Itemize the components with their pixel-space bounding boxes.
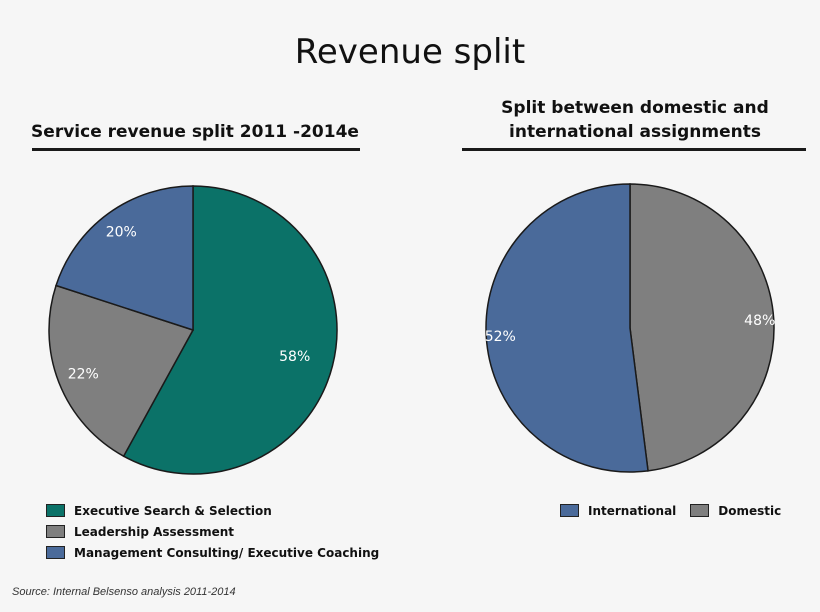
legend-item-leadership-assessment: Leadership Assessment (46, 521, 379, 542)
legend-swatch (46, 504, 65, 517)
left-data-label: 22% (68, 366, 99, 382)
legend-item-international: International (560, 500, 676, 521)
legend-item-management-consulting: Management Consulting/ Executive Coachin… (46, 542, 379, 563)
legend-swatch (560, 504, 579, 517)
legend-swatch (46, 546, 65, 559)
legend-label: International (588, 503, 677, 518)
left-data-label: 20% (106, 224, 137, 240)
legend-swatch (690, 504, 710, 517)
left-legend: Executive Search & Selection Leadership … (46, 500, 379, 563)
legend-swatch (46, 525, 65, 538)
legend-item-domestic: Domestic (690, 500, 781, 521)
left-chart-title: Service revenue split 2011 -2014e (31, 122, 359, 142)
right-legend: International Domestic (560, 500, 795, 521)
left-slice-executive-search-selection (122, 185, 338, 475)
legend-label: Management Consulting/ Executive Coachin… (74, 545, 380, 560)
service-revenue-pie: 58% 22% 20% (48, 185, 338, 475)
left-slice-leadership-assessment (48, 284, 195, 458)
right-slice-domestic (629, 183, 775, 472)
domestic-international-pie: 48% 52% (485, 183, 775, 473)
legend-label: Domestic (718, 503, 782, 518)
page-title: Revenue split (294, 32, 526, 72)
right-data-label: 48% (744, 313, 775, 329)
right-data-label: 52% (485, 329, 516, 345)
legend-label: Leadership Assessment (74, 524, 235, 539)
legend-label: Executive Search & Selection (74, 503, 272, 518)
left-title-rule (32, 148, 360, 151)
left-slice-management-consulting-executive-coaching (55, 185, 194, 332)
left-data-label: 58% (279, 349, 310, 365)
right-title-rule (462, 148, 806, 151)
legend-item-executive-search: Executive Search & Selection (46, 500, 379, 521)
right-chart-title-line-1: Split between domestic and (501, 98, 769, 118)
right-chart-title: Split between domestic and international… (460, 96, 810, 144)
right-chart-title-line-2: international assignments (509, 122, 761, 142)
right-slice-international (485, 183, 649, 473)
source-note: Source: Internal Belsenso analysis 2011-… (12, 586, 236, 598)
